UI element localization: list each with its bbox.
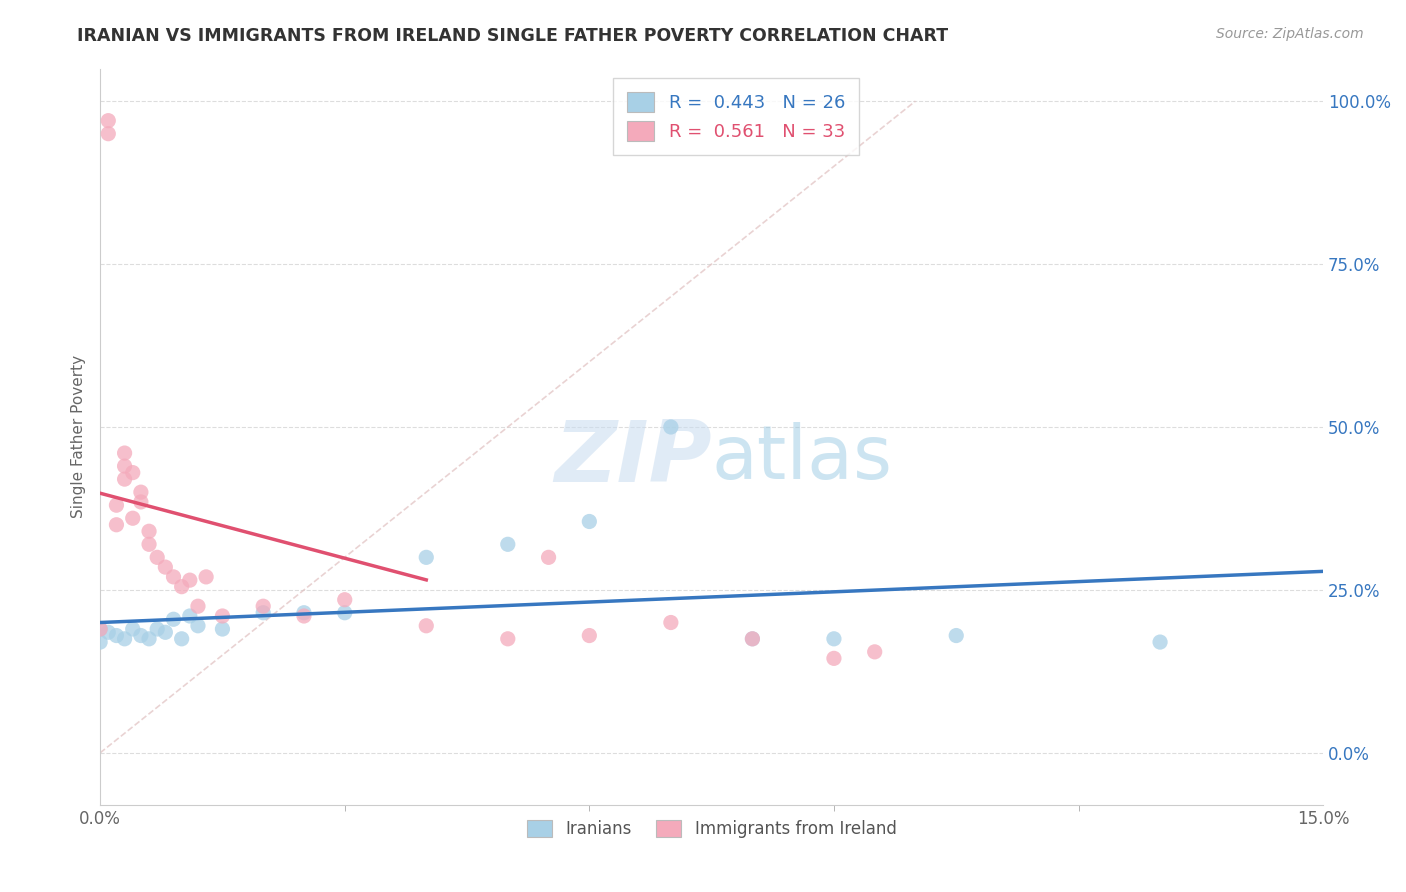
Point [187, 619, 209, 633]
Point [89, 622, 111, 636]
Point [89, 622, 111, 636]
Point [333, 606, 356, 620]
Point [578, 629, 600, 643]
Point [162, 570, 184, 584]
Point [162, 612, 184, 626]
Point [170, 580, 193, 594]
Point [179, 573, 201, 587]
Point [129, 495, 152, 509]
Point [89, 635, 111, 649]
Point [138, 537, 160, 551]
Point [659, 420, 682, 434]
Point [863, 645, 886, 659]
Point [252, 606, 274, 620]
Point [155, 625, 177, 640]
Legend: Iranians, Immigrants from Ireland: Iranians, Immigrants from Ireland [520, 813, 903, 845]
Point [121, 466, 143, 480]
Point [292, 609, 315, 624]
Point [155, 560, 177, 574]
Point [211, 622, 233, 636]
Y-axis label: Single Father Poverty: Single Father Poverty [72, 355, 86, 518]
Point [179, 609, 201, 624]
Point [129, 485, 152, 500]
Point [138, 524, 160, 539]
Point [537, 550, 560, 565]
Point [823, 651, 845, 665]
Point [97, 127, 120, 141]
Point [105, 498, 128, 512]
Point [1149, 635, 1171, 649]
Point [333, 592, 356, 607]
Point [114, 472, 136, 486]
Point [496, 537, 519, 551]
Point [114, 632, 136, 646]
Point [105, 629, 128, 643]
Point [138, 632, 160, 646]
Point [415, 619, 437, 633]
Point [121, 622, 143, 636]
Point [114, 459, 136, 474]
Point [823, 632, 845, 646]
Point [578, 515, 600, 529]
Text: Source: ZipAtlas.com: Source: ZipAtlas.com [1216, 27, 1364, 41]
Point [252, 599, 274, 614]
Text: ZIP: ZIP [554, 417, 711, 500]
Point [945, 629, 967, 643]
Point [129, 629, 152, 643]
Point [741, 632, 763, 646]
Point [496, 632, 519, 646]
Point [114, 446, 136, 460]
Point [211, 609, 233, 624]
Point [170, 632, 193, 646]
Point [741, 632, 763, 646]
Point [187, 599, 209, 614]
Point [146, 622, 169, 636]
Text: IRANIAN VS IMMIGRANTS FROM IRELAND SINGLE FATHER POVERTY CORRELATION CHART: IRANIAN VS IMMIGRANTS FROM IRELAND SINGL… [77, 27, 949, 45]
Point [97, 625, 120, 640]
Text: atlas: atlas [711, 422, 893, 495]
Point [659, 615, 682, 630]
Point [195, 570, 218, 584]
Point [105, 517, 128, 532]
Point [121, 511, 143, 525]
Point [97, 113, 120, 128]
Point [415, 550, 437, 565]
Point [146, 550, 169, 565]
Point [292, 606, 315, 620]
